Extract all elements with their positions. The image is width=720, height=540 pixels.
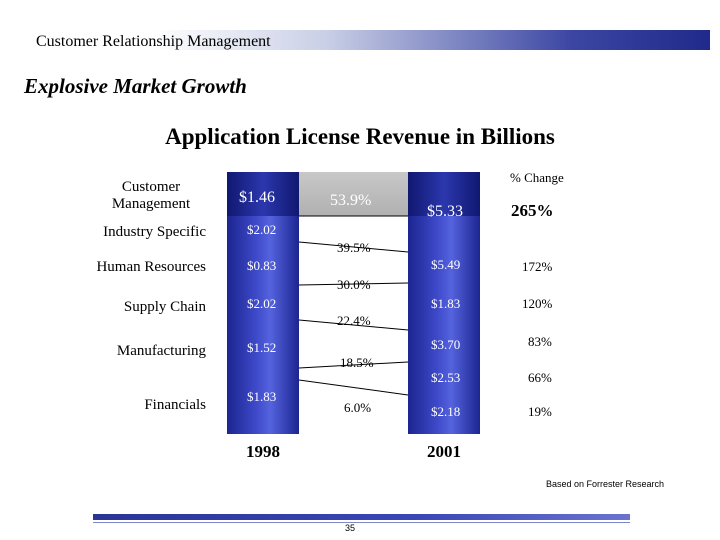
growth-label: 53.9%: [330, 192, 372, 209]
bar-2001-top-segment: [408, 172, 480, 216]
connector-line: [298, 282, 409, 286]
category-label: Human Resources: [96, 259, 206, 275]
page-number: 35: [345, 523, 356, 533]
category-label: Supply Chain: [123, 299, 206, 315]
header-bar: [12, 30, 710, 50]
section-title: Customer Relationship Management: [36, 33, 271, 50]
pct-change-value: 120%: [522, 296, 553, 311]
category-label: Financials: [144, 397, 206, 413]
value-1998: $1.83: [247, 389, 277, 404]
value-1998: $1.46: [239, 189, 275, 206]
year-label-2001: 2001: [427, 442, 461, 461]
chart-title: Application License Revenue in Billions: [165, 124, 555, 149]
bar-1998-top-segment: [227, 172, 299, 216]
value-2001: $5.33: [427, 203, 463, 220]
growth-label: 30.0%: [337, 277, 371, 292]
pct-change-value: 83%: [528, 334, 552, 349]
slide-subtitle: Explosive Market Growth: [24, 74, 247, 98]
value-1998: $2.02: [247, 296, 277, 311]
value-1998: $2.02: [247, 222, 277, 237]
growth-label: 22.4%: [337, 313, 371, 328]
growth-label: 39.5%: [337, 240, 371, 255]
growth-label: 18.5%: [340, 355, 374, 370]
pct-change-value: 19%: [528, 404, 552, 419]
pct-change-value: 265%: [511, 201, 554, 220]
connector-line: [298, 319, 409, 331]
value-2001: $1.83: [431, 296, 461, 311]
footer-bar: [93, 514, 630, 520]
source-note: Based on Forrester Research: [546, 479, 665, 489]
growth-label: 6.0%: [344, 400, 372, 415]
connector-line: [298, 361, 409, 369]
connector-line: [298, 379, 409, 396]
pct-change-value: 66%: [528, 370, 552, 385]
connector-top-segment: [299, 172, 408, 216]
value-1998: $0.83: [247, 258, 277, 273]
year-label-1998: 1998: [246, 442, 280, 461]
category-label: Industry Specific: [103, 224, 206, 240]
value-2001: $3.70: [431, 337, 461, 352]
footer-line: [93, 522, 630, 523]
category-label: Manufacturing: [116, 343, 206, 359]
pct-change-header: % Change: [510, 170, 564, 185]
category-label-text: Customer Management: [111, 179, 191, 212]
pct-change-value: 172%: [522, 259, 553, 274]
value-2001: $5.49: [431, 257, 461, 272]
category-label: Customer Management: [6, 179, 206, 213]
connector-line: [298, 241, 409, 253]
value-2001: $2.18: [431, 404, 461, 419]
value-1998: $1.52: [247, 340, 277, 355]
value-2001: $2.53: [431, 370, 461, 385]
